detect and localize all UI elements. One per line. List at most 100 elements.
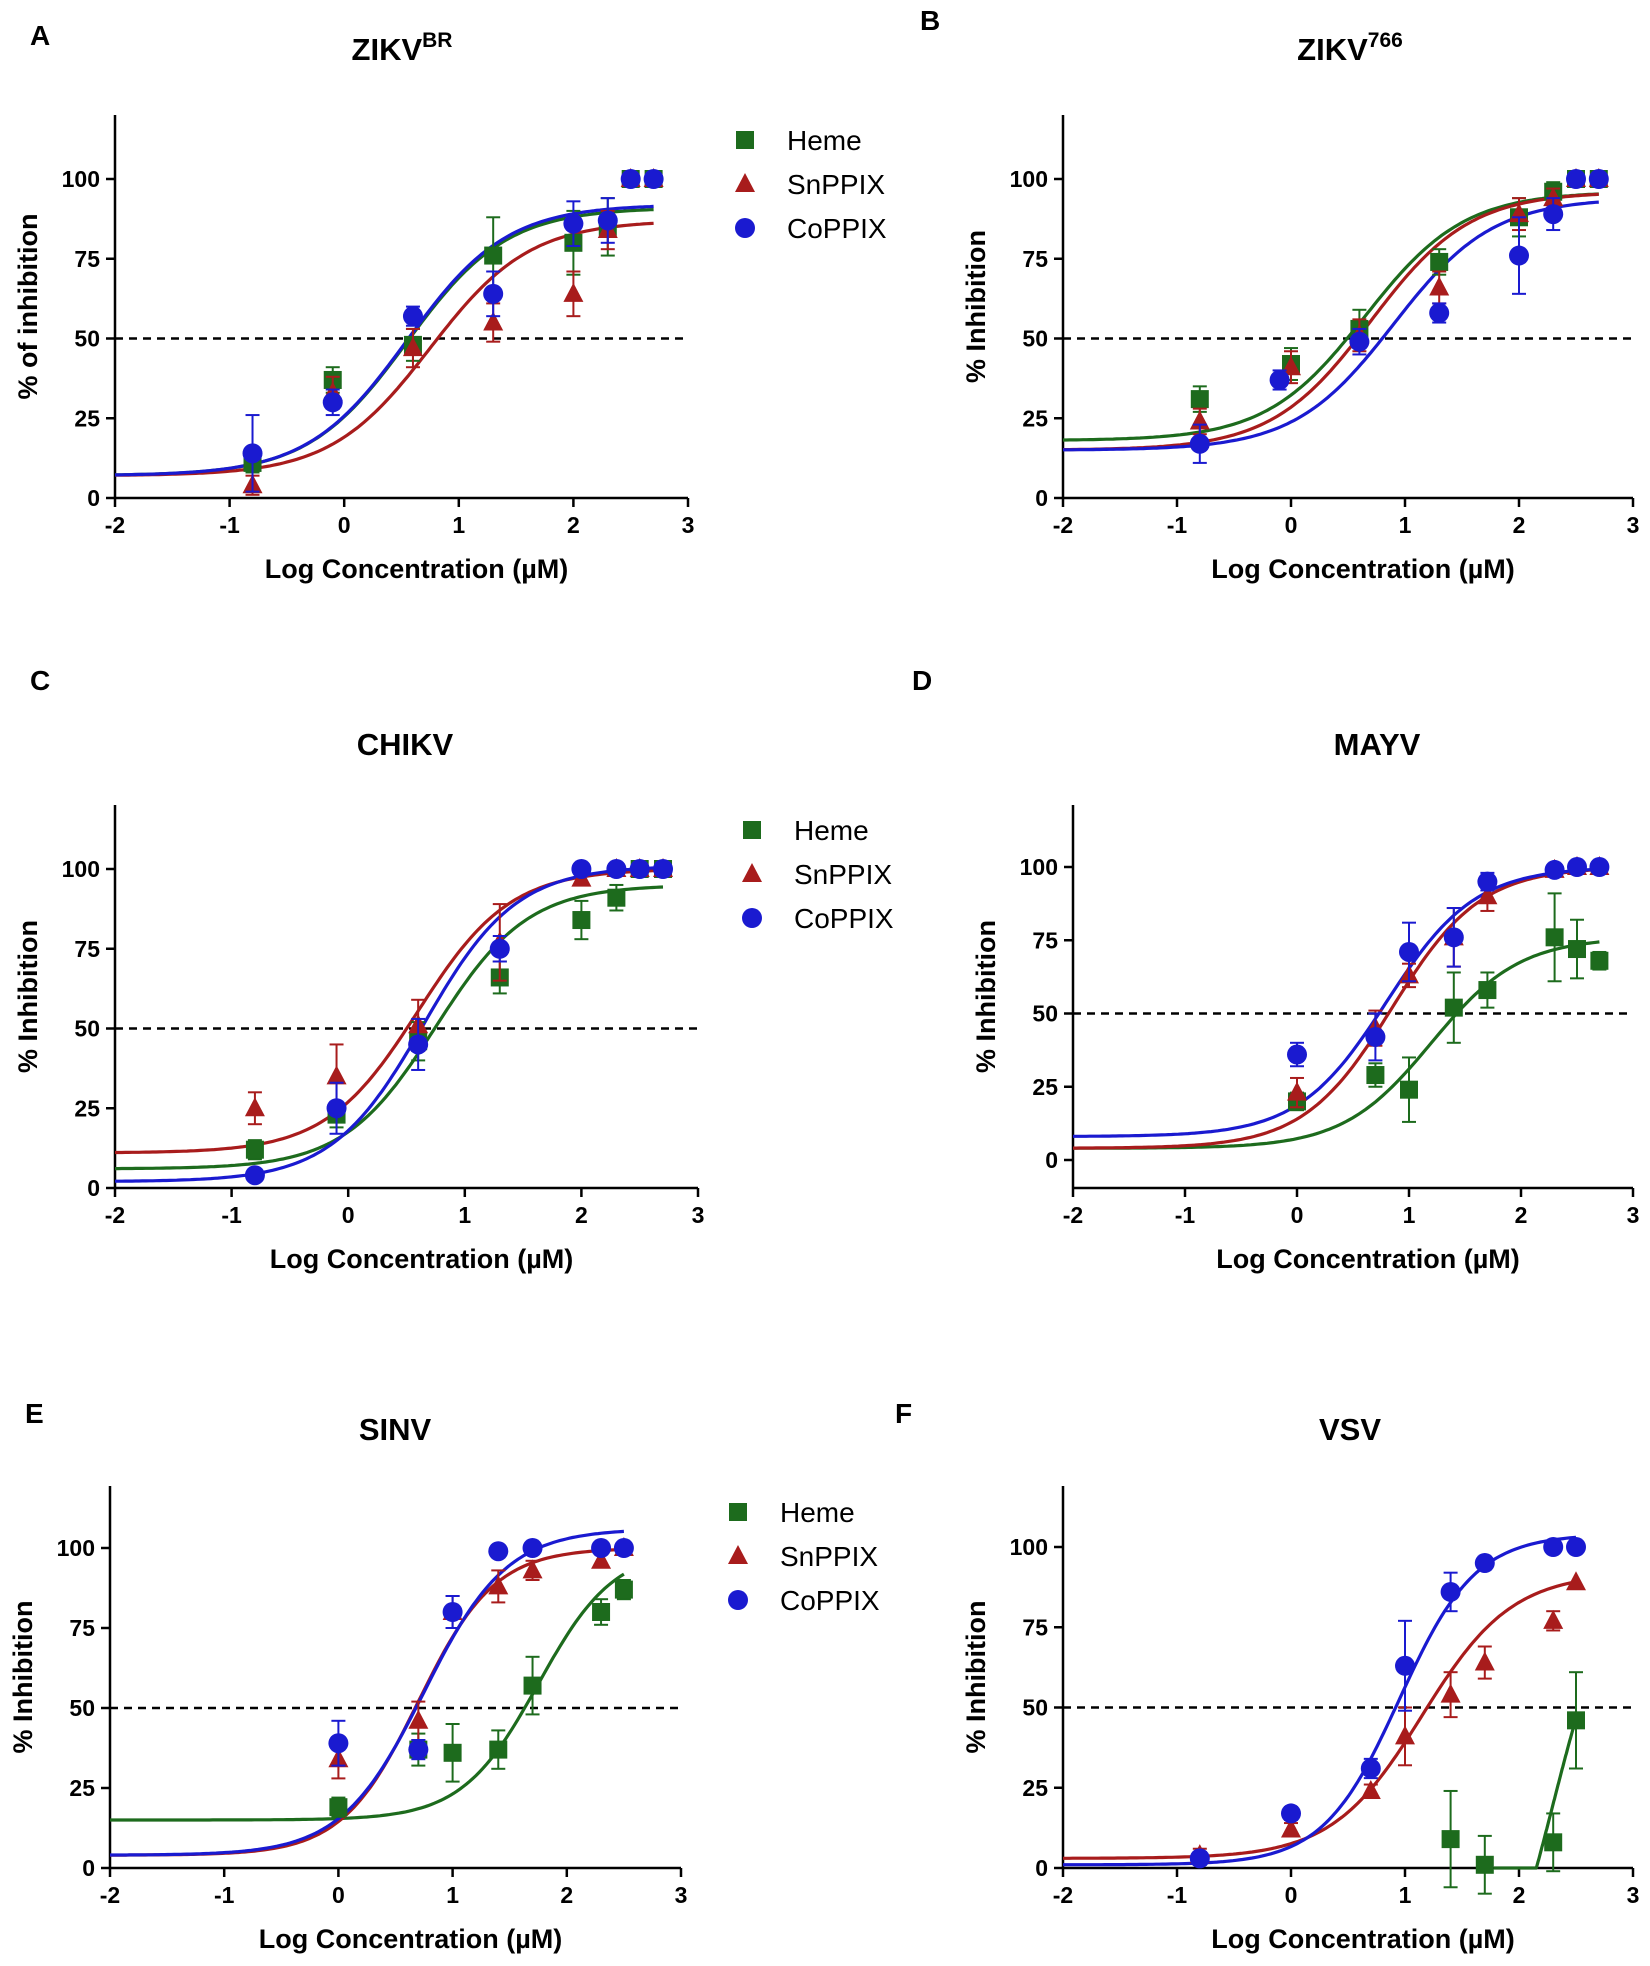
fit-curve-heme (115, 885, 664, 1171)
legend: Heme SnPPIX CoPPIX (735, 125, 887, 244)
x-axis-label: Log Concentration (µM) (1211, 1924, 1515, 1954)
panel-label: E (25, 1398, 44, 1429)
chart-title-main: ZIKV (1297, 32, 1368, 67)
x-tick-label: -1 (214, 1882, 235, 1908)
chart-title: VSV (1319, 1412, 1381, 1447)
data-point-snppix (244, 1097, 265, 1117)
data-point-coppix (483, 283, 504, 304)
data-point-coppix (1477, 871, 1498, 892)
fit-curve-snppix (115, 221, 654, 477)
data-point-heme (1590, 951, 1609, 970)
data-point-snppix (1360, 1779, 1381, 1799)
data-point-coppix (1543, 1537, 1564, 1557)
data-point-coppix (442, 1602, 463, 1622)
data-point-coppix (244, 1165, 265, 1186)
x-tick-label: 1 (452, 512, 465, 538)
data-point-heme (1478, 981, 1497, 1000)
x-tick-label: 0 (1285, 1882, 1298, 1908)
data-point-snppix (1474, 1651, 1495, 1671)
x-tick-label: 1 (446, 1882, 459, 1908)
y-tick-label: 100 (57, 1535, 95, 1561)
data-point-coppix (643, 169, 664, 189)
legend-marker-snppix (728, 1545, 748, 1564)
data-point-coppix (1588, 169, 1609, 189)
data-point-heme (607, 888, 626, 907)
y-tick-label: 25 (1022, 1775, 1048, 1801)
y-tick-label: 75 (1032, 927, 1058, 953)
data-point-snppix (1287, 1081, 1307, 1101)
data-point-coppix (1543, 204, 1564, 225)
x-tick-label: 1 (1403, 1202, 1416, 1228)
y-tick-label: 50 (74, 1016, 100, 1042)
panel-label: A (30, 20, 50, 51)
data-point-heme (1545, 928, 1564, 947)
panel-label: D (912, 665, 932, 696)
data-point-coppix (1189, 433, 1210, 454)
data-point-coppix (591, 1538, 612, 1558)
legend: Heme SnPPIX CoPPIX (742, 815, 894, 934)
x-axis-label: Log Concentration (µM) (265, 554, 569, 584)
data-point-heme (245, 1140, 264, 1159)
data-point-coppix (1365, 1026, 1386, 1047)
data-point-snppix (488, 1575, 509, 1595)
data-point-snppix (522, 1559, 543, 1579)
legend: Heme SnPPIX CoPPIX (728, 1497, 880, 1616)
y-axis-label: % Inhibition (971, 920, 1001, 1073)
y-tick-label: 100 (1010, 1534, 1048, 1560)
x-tick-label: -2 (1053, 512, 1073, 538)
data-point-coppix (1287, 1044, 1307, 1065)
y-axis-label: % Inhibition (961, 230, 991, 383)
data-point-coppix (242, 443, 263, 464)
x-tick-label: -1 (1167, 1882, 1188, 1908)
data-point-coppix (1399, 941, 1419, 962)
x-tick-label: 3 (1627, 1202, 1640, 1228)
data-point-coppix (597, 210, 618, 231)
legend-label-coppix: CoPPIX (794, 903, 894, 934)
legend-label-snppix: SnPPIX (794, 859, 892, 890)
data-point-snppix (483, 311, 504, 331)
data-point-snppix (1543, 1609, 1564, 1629)
x-tick-label: 1 (458, 1202, 471, 1228)
x-tick-label: -2 (1063, 1202, 1083, 1228)
data-point-coppix (322, 392, 343, 413)
panel-label: B (920, 5, 940, 36)
fit-curve-coppix (1063, 1535, 1577, 1867)
legend-marker-heme (729, 1503, 747, 1521)
fit-curve-coppix (1063, 200, 1599, 452)
fit-curve-coppix (1073, 867, 1600, 1138)
y-tick-label: 50 (1022, 326, 1048, 352)
fit-curve-coppix (115, 866, 664, 1183)
y-tick-label: 75 (1022, 246, 1048, 272)
y-tick-label: 100 (62, 166, 100, 192)
legend-label-snppix: SnPPIX (787, 169, 885, 200)
y-tick-label: 0 (87, 1175, 100, 1201)
data-point-coppix (1443, 927, 1464, 948)
y-tick-label: 75 (74, 246, 100, 272)
data-point-coppix (653, 859, 674, 879)
x-tick-label: -1 (219, 512, 240, 538)
chart-title: ZIKV766 (1297, 29, 1403, 67)
legend-marker-coppix (735, 218, 755, 238)
data-point-coppix (1566, 1537, 1586, 1557)
y-tick-label: 100 (1020, 854, 1058, 880)
data-point-coppix (571, 859, 592, 879)
data-point-heme (1430, 252, 1449, 271)
x-tick-label: 2 (560, 1882, 573, 1908)
data-point-heme (1544, 1833, 1563, 1852)
panel-A: A ZIKVBR 0 25 50 75 100 -2 -1 0 1 2 3 Log Concentrati… (13, 20, 887, 584)
chart-title: ZIKVBR (352, 29, 453, 67)
data-point-coppix (402, 306, 423, 327)
x-tick-label: 2 (1515, 1202, 1528, 1228)
data-point-heme (592, 1603, 611, 1621)
y-tick-label: 50 (1022, 1695, 1048, 1721)
fit-curve-heme (1063, 192, 1599, 442)
x-tick-label: -1 (1167, 512, 1188, 538)
y-tick-label: 0 (82, 1855, 95, 1881)
data-point-coppix (408, 1034, 429, 1055)
x-tick-label: 0 (338, 512, 351, 538)
data-point-coppix (1281, 1803, 1301, 1824)
data-point-coppix (522, 1538, 543, 1558)
fit-curve-snppix (110, 1547, 624, 1857)
y-tick-label: 25 (69, 1775, 95, 1801)
x-tick-label: 2 (1513, 1882, 1526, 1908)
